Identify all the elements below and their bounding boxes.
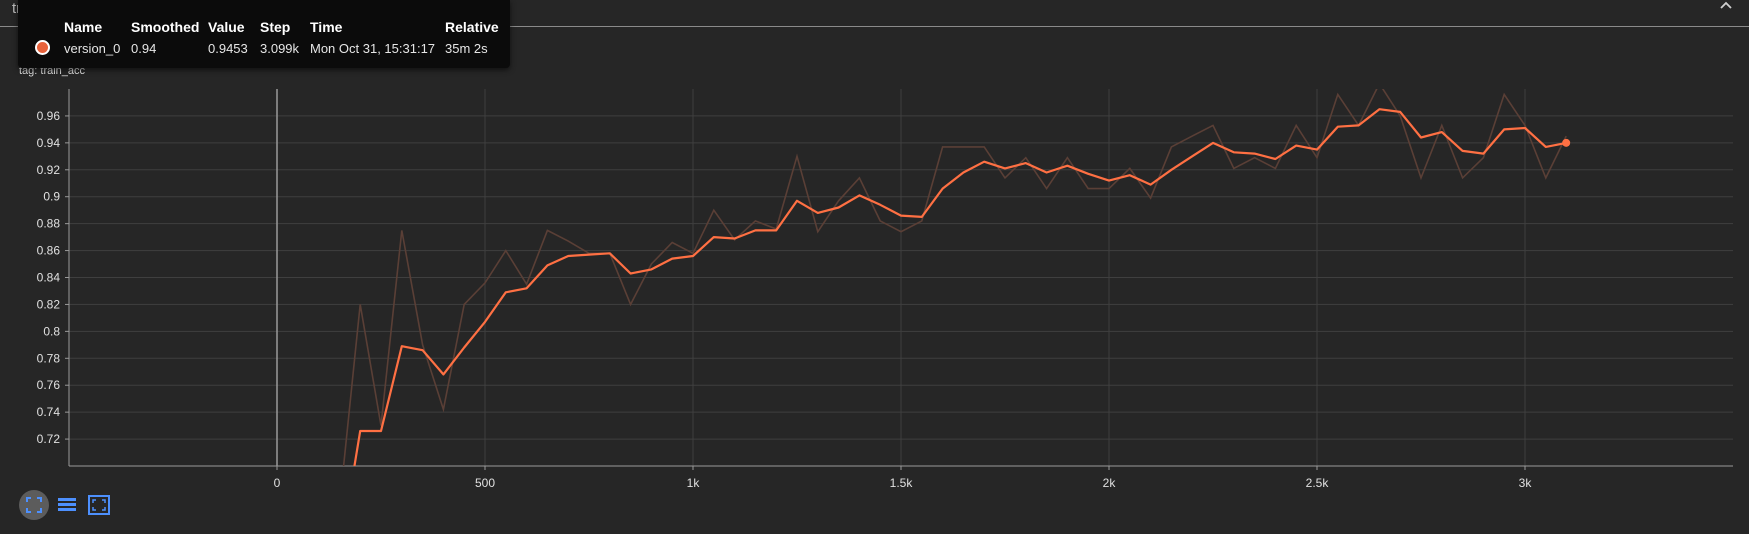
- tooltip-header-step: Step: [260, 19, 291, 35]
- y-tick-label: 0.96: [37, 109, 61, 123]
- chart-tag: tag: train_acc: [19, 65, 86, 77]
- y-tick-label: 0.8: [43, 324, 60, 338]
- y-tick-label: 0.74: [37, 405, 61, 419]
- data-table-button[interactable]: [52, 490, 82, 520]
- y-tick-label: 0.88: [37, 217, 61, 231]
- x-tick-label: 500: [475, 476, 495, 490]
- y-tick-label: 0.86: [37, 244, 61, 258]
- y-tick-label: 0.92: [37, 163, 61, 177]
- series-color-swatch: [35, 40, 50, 55]
- y-tick-label: 0.9: [43, 190, 60, 204]
- tooltip-value-step: 3.099k: [260, 41, 300, 56]
- x-tick-label: 1k: [687, 476, 701, 490]
- y-tick-label: 0.72: [37, 432, 61, 446]
- tooltip-value-time: Mon Oct 31, 15:31:17: [310, 41, 436, 56]
- tooltip-header-time: Time: [310, 19, 343, 35]
- chevron-up-icon[interactable]: [1716, 0, 1736, 18]
- x-tick-label: 2.5k: [1306, 476, 1330, 490]
- y-tick-label: 0.78: [37, 351, 61, 365]
- tooltip-header-relative: Relative: [445, 19, 499, 35]
- tooltip-header-name: Name: [64, 19, 103, 35]
- hover-tooltip: Name Smoothed Value Step Time Relative v…: [18, 0, 510, 68]
- tooltip-value-value: 0.9453: [208, 41, 248, 56]
- tooltip-value-name: version_0: [64, 41, 121, 56]
- fullscreen-icon: [88, 495, 110, 515]
- data-table-icon: [58, 498, 76, 511]
- fit-domain-icon: [26, 497, 42, 513]
- fullscreen-button[interactable]: [84, 490, 114, 520]
- tooltip-header-value: Value: [208, 19, 245, 35]
- x-tick-label: 2k: [1103, 476, 1117, 490]
- x-tick-label: 3k: [1519, 476, 1533, 490]
- hover-point: [1562, 138, 1571, 147]
- x-tick-label: 1.5k: [890, 476, 914, 490]
- tooltip-value-smoothed: 0.94: [131, 41, 157, 56]
- y-tick-label: 0.76: [37, 378, 61, 392]
- tooltip-value-relative: 35m 2s: [445, 41, 488, 56]
- raw-series-line: [342, 89, 1567, 466]
- y-tick-label: 0.82: [37, 297, 61, 311]
- fit-domain-button[interactable]: [19, 490, 49, 520]
- y-tick-label: 0.84: [37, 271, 61, 285]
- header-divider: [0, 26, 1749, 27]
- y-tick-label: 0.94: [37, 136, 61, 150]
- x-tick-label: 0: [274, 476, 281, 490]
- chevron-up-glyph: [1720, 1, 1732, 9]
- smoothed-series-line: [353, 108, 1567, 466]
- tooltip-header-smoothed: Smoothed: [131, 19, 200, 35]
